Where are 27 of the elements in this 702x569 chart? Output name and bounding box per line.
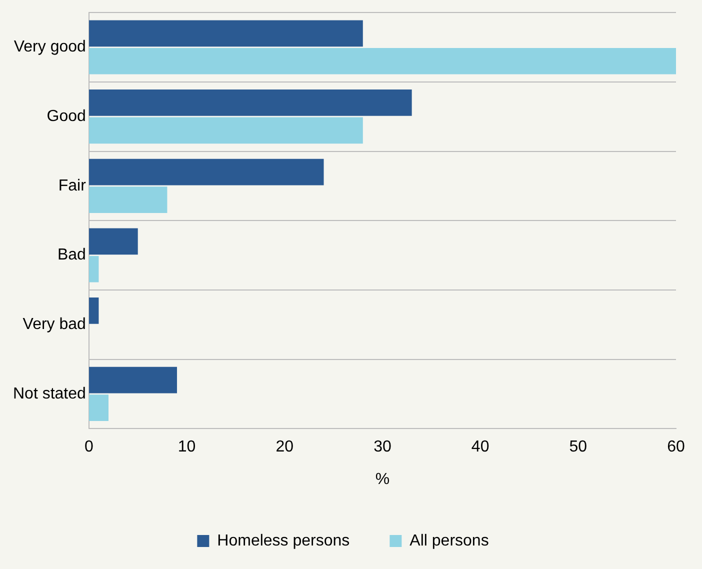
bar — [88, 228, 138, 255]
bar — [88, 20, 363, 47]
bar — [88, 394, 108, 421]
bar — [88, 256, 99, 282]
y-tick-label: Bad — [57, 246, 86, 264]
bar — [88, 158, 324, 186]
bar — [88, 48, 676, 74]
bar — [88, 298, 99, 324]
x-tick-label: 20 — [276, 438, 294, 456]
x-tick-label: 50 — [569, 438, 588, 456]
y-tick-label: Good — [46, 108, 86, 126]
x-tick-label: 30 — [374, 438, 392, 456]
x-tick-label: 10 — [178, 438, 196, 456]
bar — [88, 366, 177, 394]
bar — [88, 90, 412, 116]
bar — [88, 186, 168, 213]
legend-label: All persons — [410, 532, 489, 550]
y-tick-label: Not stated — [12, 385, 86, 402]
x-tick-label: 0 — [84, 438, 94, 456]
legend-label: Homeless persons — [217, 532, 350, 550]
x-axis-title: % — [375, 470, 390, 488]
x-tick-label: 40 — [471, 438, 490, 456]
y-tick-label: Fair — [58, 177, 87, 194]
x-tick-label: 60 — [667, 438, 685, 456]
y-tick-label: Very good — [14, 38, 86, 56]
bar — [88, 117, 363, 144]
y-tick-label: Very bad — [22, 316, 86, 334]
